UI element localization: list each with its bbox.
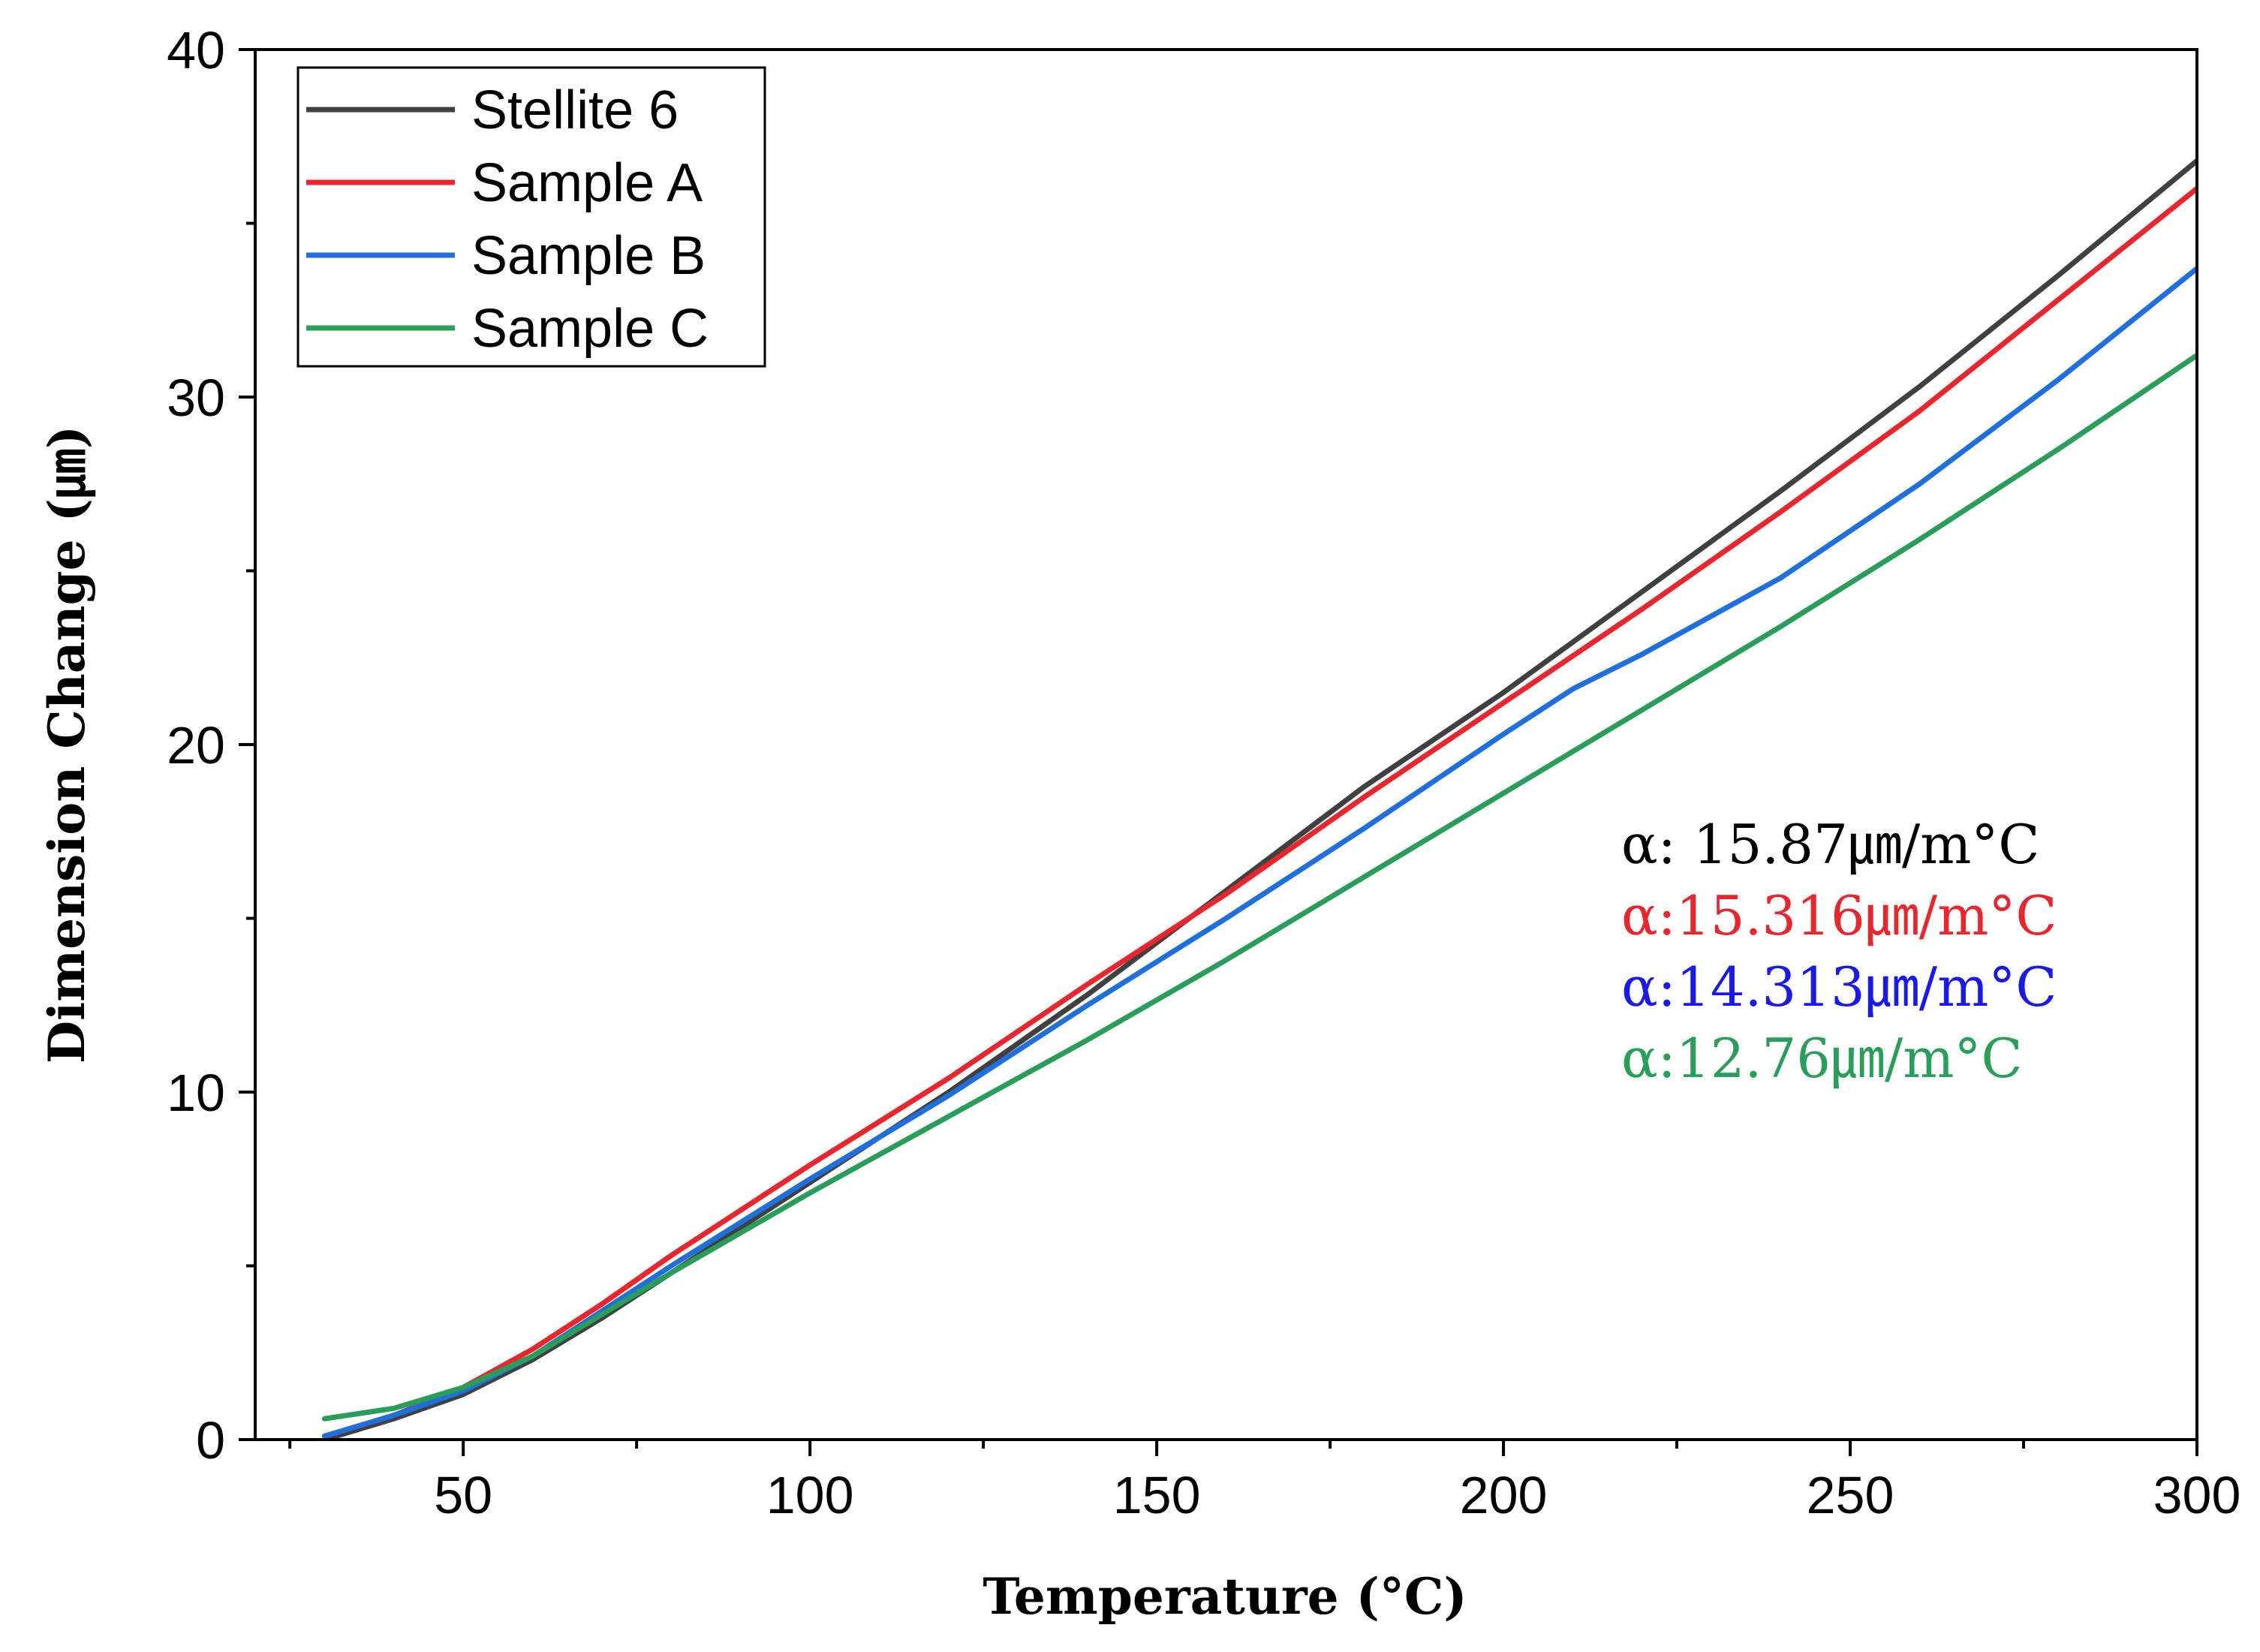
legend-entry-label: Stellite 6 bbox=[471, 80, 679, 140]
x-tick-label: 250 bbox=[1807, 1466, 1894, 1524]
legend-entry-label: Sample A bbox=[471, 153, 703, 213]
series-line-sample-a bbox=[321, 185, 2197, 1439]
alpha-annotation: α:12.76㎛/m°C bbox=[1621, 1027, 2023, 1090]
legend: Stellite 6 Sample A Sample B Sample C bbox=[296, 66, 766, 368]
series-line-stellite-6 bbox=[321, 158, 2197, 1440]
legend-entry-label: Sample B bbox=[471, 226, 706, 286]
y-tick-label: 0 bbox=[196, 1411, 225, 1470]
alpha-annotation: α: 15.87㎛/m°C bbox=[1621, 813, 2040, 876]
series-line-sample-c bbox=[321, 352, 2197, 1422]
x-tick-label: 150 bbox=[1113, 1466, 1201, 1524]
x-tick-label: 200 bbox=[1460, 1466, 1548, 1524]
y-tick-label: 10 bbox=[167, 1064, 225, 1122]
legend-entry-label: Sample C bbox=[471, 299, 709, 359]
legend-box bbox=[296, 66, 766, 368]
alpha-annotation: α:14.313㎛/m°C bbox=[1621, 955, 2057, 1019]
coefficient-annotations: α: 15.87㎛/m°C α:15.316㎛/m°C α:14.313㎛/m°C α… bbox=[1621, 813, 2057, 1090]
y-tick-label: 40 bbox=[167, 21, 225, 80]
y-tick-label: 20 bbox=[167, 716, 225, 775]
x-tick-label: 300 bbox=[2153, 1466, 2241, 1524]
x-tick-label: 100 bbox=[766, 1466, 854, 1524]
y-tick-label: 30 bbox=[167, 369, 225, 427]
x-tick-label: 50 bbox=[434, 1466, 492, 1524]
y-axis-title: Dimension Change (㎛) bbox=[38, 426, 96, 1064]
x-axis-title: Temperature (°C) bbox=[983, 1567, 1467, 1626]
alpha-annotation: α:15.316㎛/m°C bbox=[1621, 884, 2057, 947]
